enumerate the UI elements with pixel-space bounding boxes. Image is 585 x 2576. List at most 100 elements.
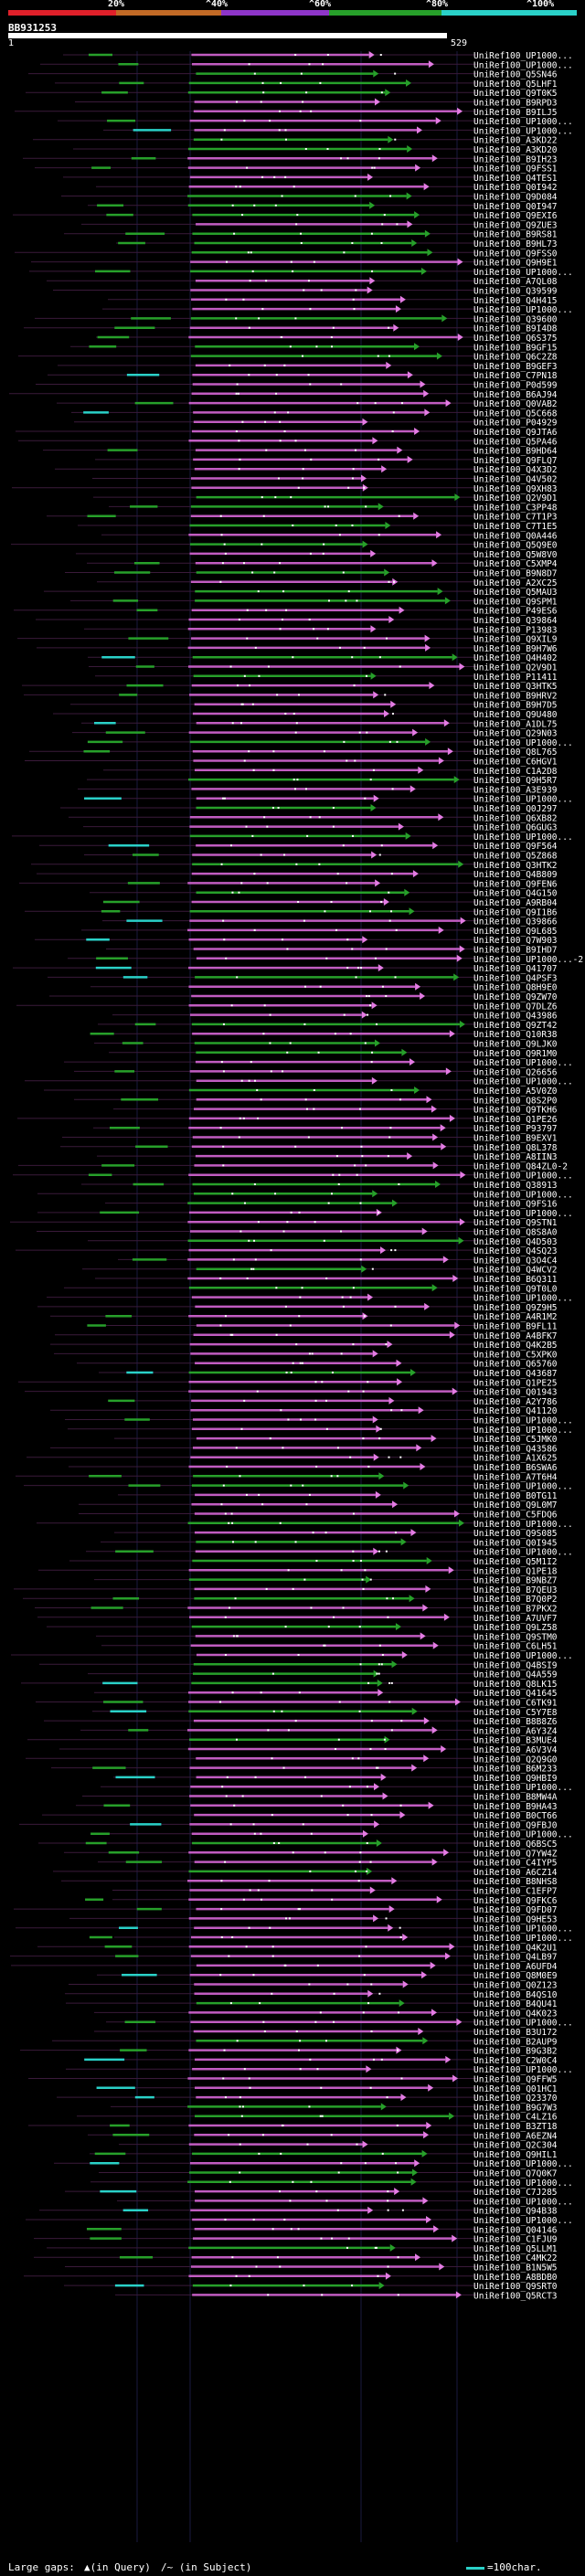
gap-marker — [248, 326, 250, 329]
gap-marker — [374, 402, 377, 405]
hit-arrow — [373, 691, 379, 699]
gap-marker — [357, 1757, 360, 1760]
gap-marker — [236, 383, 239, 386]
gap-marker — [240, 703, 243, 705]
hit-arrow — [380, 1246, 387, 1255]
hit-arrow — [441, 1745, 447, 1753]
gap-marker — [370, 1061, 373, 1064]
gap-marker — [306, 2143, 309, 2146]
hit-arrow — [415, 2253, 421, 2262]
gap-marker — [222, 1070, 225, 1073]
hit-label: UniRef100_B8NHS8 — [473, 1877, 558, 1887]
gap-marker — [335, 928, 338, 931]
gap-marker — [353, 308, 356, 311]
hit-label: UniRef100_Q7YW4Z — [473, 1849, 558, 1859]
gap-marker — [332, 825, 335, 828]
hit-arrow — [389, 2243, 396, 2252]
gap-marker — [300, 72, 303, 75]
gap-marker — [333, 1992, 335, 1995]
gap-marker — [322, 552, 324, 555]
gap-marker — [239, 2171, 241, 2174]
gap-marker — [371, 1267, 374, 1270]
gap-marker — [356, 967, 359, 970]
hit-label: UniRef100_Q9XIL9 — [473, 635, 558, 645]
hit-arrow — [459, 1020, 465, 1028]
hit-label: UniRef100_B3ZT18 — [473, 2122, 558, 2132]
hit-label: UniRef100_Q0I945 — [473, 1538, 558, 1548]
hit-label: UniRef100_P13983 — [473, 625, 558, 635]
gap-marker — [337, 1183, 340, 1185]
gap-marker — [322, 63, 324, 66]
hit-arrow — [398, 822, 404, 831]
hit-label: UniRef100_Q4TES1 — [473, 174, 558, 184]
gap-marker — [235, 317, 238, 320]
gap-marker — [253, 204, 256, 207]
gap-marker — [378, 1437, 381, 1440]
hit-label: UniRef100_Q1PE26 — [473, 1115, 558, 1125]
gap-marker — [337, 2171, 340, 2174]
hit-label: UniRef100_Q9SRT0 — [473, 2282, 558, 2292]
gap-marker — [299, 2068, 302, 2071]
hit-arrow — [373, 1547, 379, 1555]
gap-marker — [292, 186, 295, 188]
gap-marker — [369, 2086, 372, 2089]
hit-arrow — [442, 1256, 449, 1264]
gap-marker — [279, 628, 282, 631]
gap-marker — [229, 1333, 232, 1336]
gap-marker — [316, 2068, 319, 2071]
hit-label: UniRef100_Q9STM0 — [473, 1632, 558, 1642]
gap-marker — [391, 1597, 394, 1600]
hit-arrow — [439, 2263, 445, 2271]
hit-label: UniRef100_Q4SQ23 — [473, 1246, 558, 1256]
hit-arrow — [385, 2272, 391, 2280]
hit-label: UniRef100_Q9S085 — [473, 1529, 558, 1539]
gap-marker — [249, 684, 251, 687]
gap-marker — [323, 1644, 325, 1647]
hit-arrow — [375, 879, 381, 887]
hit-arrow — [421, 2149, 428, 2157]
hit-label: UniRef100_Q9JTA6 — [473, 428, 558, 438]
hit-arrow — [415, 982, 421, 991]
gap-marker — [275, 374, 278, 376]
hit-label: UniRef100_A6V3V4 — [473, 1745, 558, 1755]
gap-marker — [224, 1315, 227, 1318]
gap-marker — [352, 834, 355, 837]
gap-marker — [246, 637, 249, 640]
hit-label: UniRef100_A3KD20 — [473, 145, 558, 155]
hit-label: UniRef100_Q9Z9H5 — [473, 1303, 558, 1313]
hit-label: UniRef100_Q65760 — [473, 1360, 558, 1370]
gap-marker — [390, 910, 393, 913]
gap-marker — [313, 260, 315, 263]
gap-marker — [271, 1757, 273, 1760]
gap-marker — [284, 175, 287, 178]
gap-marker — [272, 1842, 275, 1844]
hit-arrow — [410, 1058, 416, 1066]
gap-marker — [309, 816, 312, 819]
alignment-canvas: UniRef100_UP1000...UniRef100_UP1000...Un… — [9, 51, 583, 2542]
gap-marker — [370, 232, 373, 235]
gap-marker — [232, 1635, 235, 1638]
hit-label: UniRef100_Q9H9E1 — [473, 259, 558, 269]
hit-arrow — [378, 1472, 385, 1480]
gap-marker — [342, 571, 345, 574]
hit-arrow — [411, 1764, 418, 1772]
gap-marker — [384, 694, 387, 696]
gap-marker — [356, 599, 358, 602]
gap-marker — [349, 1456, 352, 1458]
gap-marker — [271, 1955, 274, 1957]
hit-arrow — [376, 1425, 382, 1433]
gap-marker — [271, 2228, 274, 2231]
gap-marker — [251, 270, 254, 272]
gap-marker — [366, 1870, 368, 1872]
gap-marker — [333, 1616, 335, 1618]
gap-marker — [251, 703, 254, 705]
gap-marker — [309, 552, 312, 555]
gap-marker — [369, 1004, 372, 1007]
hit-arrow — [377, 1679, 383, 1687]
hit-arrow — [434, 1181, 441, 1188]
hit-label: UniRef100_B9N8D7 — [473, 569, 558, 579]
gap-marker — [388, 326, 390, 329]
gap-marker — [240, 2115, 243, 2117]
gap-marker — [352, 298, 355, 301]
hit-arrow — [392, 1500, 399, 1509]
